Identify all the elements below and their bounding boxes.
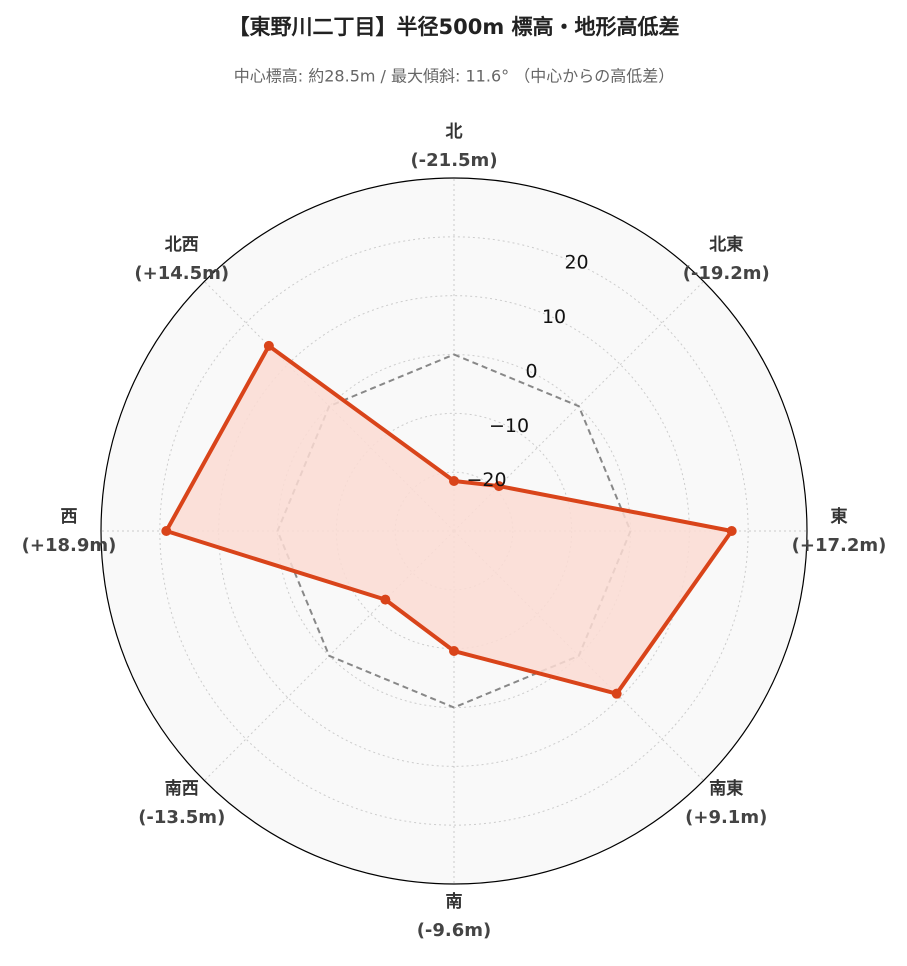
chart-title: 【東野川二丁目】半径500m 標高・地形高低差	[228, 15, 679, 39]
point	[161, 526, 172, 536]
point	[611, 688, 622, 699]
category-label: 東	[831, 506, 848, 527]
r-tick-label: −20	[466, 469, 506, 491]
point	[726, 526, 737, 536]
r-tick-label: 0	[525, 360, 537, 382]
point	[263, 340, 274, 351]
chart-subtitle: 中心標高: 約28.5m / 最大傾斜: 11.6° （中心からの高低差）	[234, 67, 674, 86]
grid-circle	[159, 236, 749, 826]
value-label: (-21.5m)	[410, 150, 497, 171]
value-label: (+17.2m)	[792, 535, 887, 556]
point	[380, 594, 391, 605]
point	[449, 646, 459, 657]
r-tick-label: 20	[564, 252, 588, 274]
r-tick-label: −10	[489, 415, 529, 437]
category-label: 北東	[709, 234, 743, 255]
point	[493, 481, 504, 492]
category-label: 北西	[165, 235, 199, 255]
category-label: 南西	[165, 778, 199, 799]
value-label: (+9.1m)	[685, 807, 767, 828]
value-label: (+18.9m)	[22, 535, 117, 556]
plot-border	[100, 177, 808, 885]
value-label: (-9.6m)	[417, 920, 492, 941]
category-label: 西	[61, 507, 78, 527]
value-label: (-19.2m)	[683, 263, 770, 284]
category-label: 南	[446, 891, 463, 912]
point	[449, 475, 459, 486]
value-label: (+14.5m)	[134, 263, 229, 284]
category-label: 北	[446, 122, 463, 142]
value-label: (-13.5m)	[138, 807, 225, 828]
r-tick-label: 10	[542, 306, 566, 328]
category-label: 南東	[709, 778, 743, 799]
